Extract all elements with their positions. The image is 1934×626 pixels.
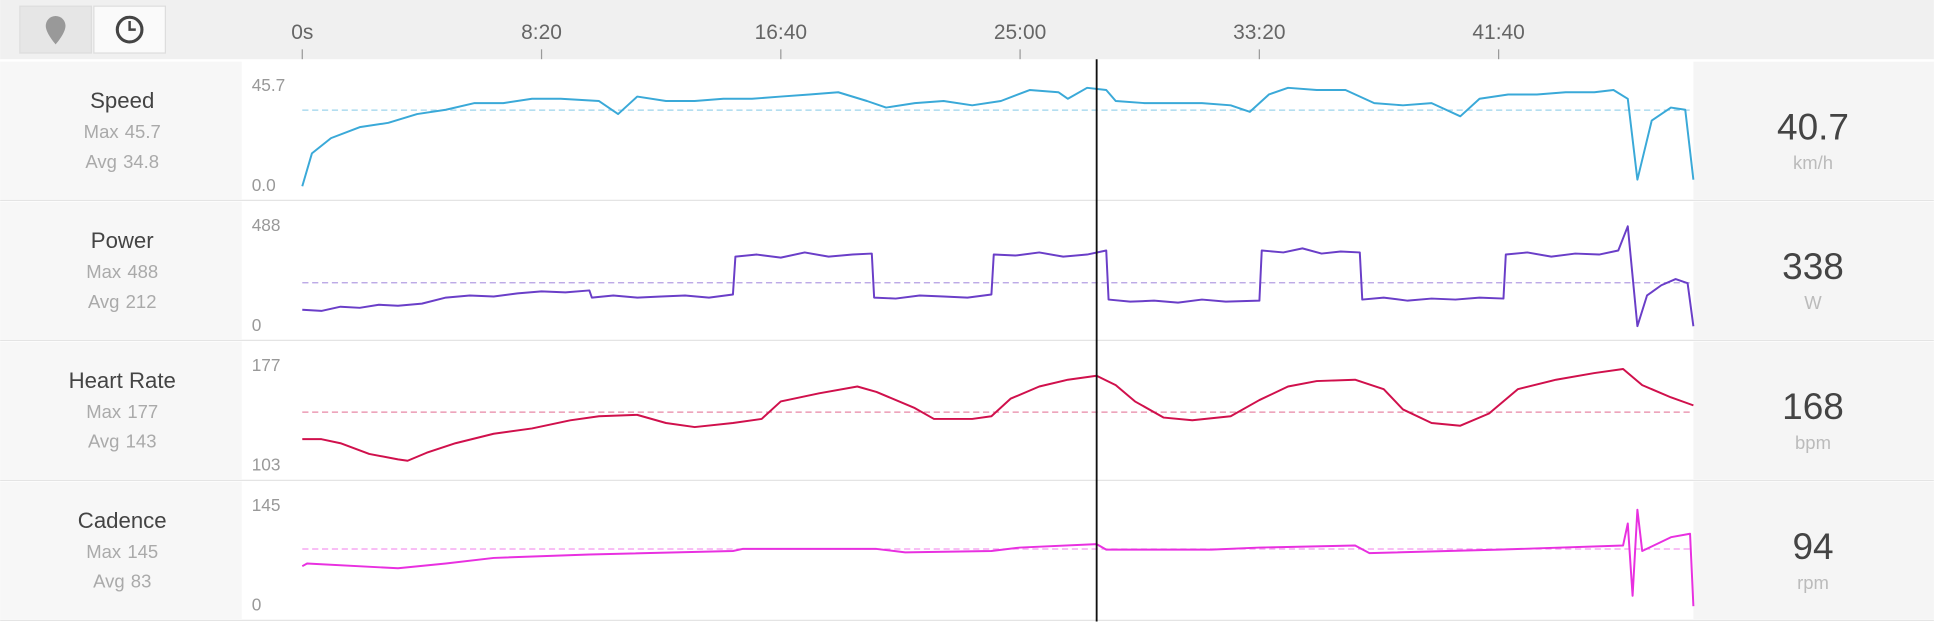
label-panel xyxy=(0,61,242,200)
metric-line xyxy=(301,508,1695,607)
current-unit: bpm xyxy=(1795,432,1831,453)
avg-stat: Avg 143 xyxy=(88,431,157,452)
plot-panel xyxy=(241,201,1694,340)
y-tick-label: 0.0 xyxy=(252,175,276,195)
avg-avg: 212 xyxy=(126,291,157,312)
label-panel xyxy=(0,341,242,480)
y-tick-label: 45.7 xyxy=(252,75,286,95)
max-max_label: Max xyxy=(86,401,122,422)
y-tick-label: 488 xyxy=(252,215,281,235)
metric-title: Power xyxy=(91,228,155,253)
avg-avg_label: Avg xyxy=(85,151,117,172)
value-panel xyxy=(1693,61,1934,200)
y-tick-label: 177 xyxy=(252,355,281,375)
value-panel xyxy=(1693,341,1934,480)
avg-avg: 34.8 xyxy=(123,151,159,172)
current-value: 168 xyxy=(1782,386,1844,427)
metric-line xyxy=(301,86,1695,187)
current-value: 338 xyxy=(1782,246,1844,287)
avg-avg: 83 xyxy=(131,571,152,592)
metric-line xyxy=(302,225,1695,328)
current-value: 94 xyxy=(1792,526,1833,567)
map-pin-icon xyxy=(45,16,66,45)
metric-line xyxy=(302,368,1694,462)
avg-stat: Avg 34.8 xyxy=(85,151,159,172)
current-unit: W xyxy=(1804,292,1822,313)
metric-title: Speed xyxy=(90,88,154,113)
current-unit: rpm xyxy=(1797,572,1829,593)
max-max_label: Max xyxy=(86,261,122,282)
max-max_label: Max xyxy=(86,541,122,562)
metric-title: Heart Rate xyxy=(69,368,176,393)
current-value: 40.7 xyxy=(1777,106,1849,147)
max-max: 488 xyxy=(127,261,158,282)
y-tick-label: 145 xyxy=(252,495,281,515)
plot-panel xyxy=(241,341,1694,480)
current-unit: km/h xyxy=(1793,152,1833,173)
y-tick-label: 0 xyxy=(252,315,262,335)
max-stat: Max 177 xyxy=(86,401,158,422)
avg-stat: Avg 212 xyxy=(88,291,157,312)
header-bar xyxy=(0,0,1934,60)
x-tick-label: 25:00 xyxy=(994,21,1046,44)
clock-hands xyxy=(128,20,136,31)
y-tick-label: 0 xyxy=(252,595,262,615)
value-panel xyxy=(1693,201,1934,340)
max-max: 145 xyxy=(127,541,158,562)
x-tick-label: 16:40 xyxy=(755,21,807,44)
label-panel xyxy=(0,201,242,340)
y-tick-label: 103 xyxy=(252,455,281,475)
avg-avg_label: Avg xyxy=(93,571,125,592)
avg-avg_label: Avg xyxy=(88,291,120,312)
x-tick-label: 41:40 xyxy=(1472,21,1524,44)
time-button[interactable] xyxy=(93,5,167,54)
max-stat: Max 45.7 xyxy=(84,121,161,142)
metric-title: Cadence xyxy=(78,508,167,533)
max-stat: Max 145 xyxy=(86,541,158,562)
avg-avg_label: Avg xyxy=(88,431,120,452)
avg-avg: 143 xyxy=(126,431,157,452)
clock-icon xyxy=(115,15,144,44)
value-panel xyxy=(1693,481,1934,620)
label-panel xyxy=(0,481,242,620)
max-max_label: Max xyxy=(84,121,120,142)
x-tick-label: 33:20 xyxy=(1233,21,1285,44)
plot-panel xyxy=(241,61,1694,200)
x-tick-label: 8:20 xyxy=(521,21,562,44)
max-stat: Max 488 xyxy=(86,261,158,282)
x-tick-label: 0s xyxy=(291,21,313,44)
max-max: 45.7 xyxy=(125,121,161,142)
max-max: 177 xyxy=(127,401,158,422)
avg-stat: Avg 83 xyxy=(93,571,151,592)
